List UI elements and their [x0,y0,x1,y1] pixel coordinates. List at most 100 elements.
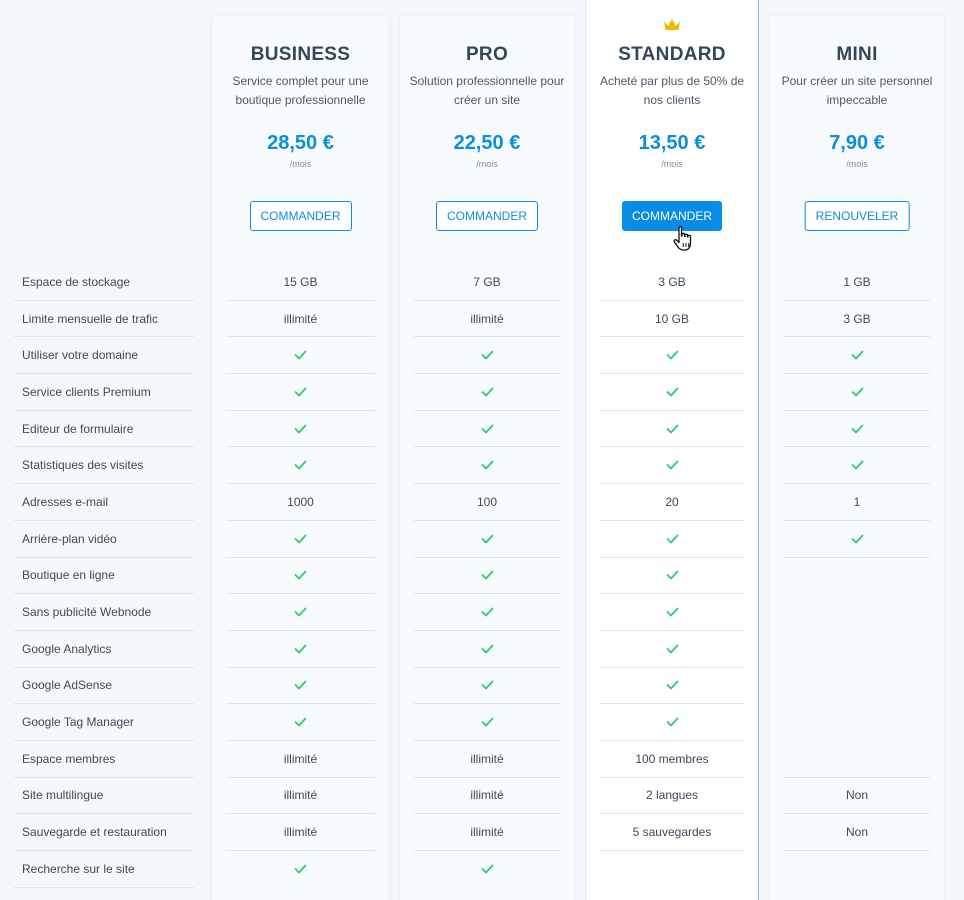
plan-cell: Non [784,814,930,851]
plan-cell: 10 GB [600,301,744,338]
plan-period: /mois [476,159,498,169]
plan-cell [226,594,375,631]
feature-label: Statistiques des visites [14,447,194,485]
plan-description: Service complet pour une boutique profes… [232,74,369,107]
plan-cell [414,447,560,485]
check-icon [851,534,863,544]
plan-cell [784,704,930,741]
feature-label: Adresses e-mail [14,484,194,521]
check-icon [294,864,307,874]
check-icon [851,424,863,433]
order-pro-button[interactable]: COMMANDER [436,201,538,231]
check-icon [666,350,678,360]
feature-label: Google AdSense [14,668,194,705]
plan-cell: illimité [226,741,375,778]
check-icon [294,607,307,617]
plan-cell [414,704,560,741]
check-icon [481,717,493,727]
plan-cell [784,668,930,705]
plan-cell: illimité [414,778,560,815]
check-icon [666,460,678,470]
plan-price: 28,50 € [267,132,334,154]
plan-cell [600,704,744,741]
check-icon [294,717,307,727]
plan-cell [784,631,930,668]
check-icon [481,681,493,690]
plan-business: BUSINESS Service complet pour une boutiq… [212,16,389,900]
check-icon [294,681,307,690]
plan-cell: 2 langues [600,778,744,815]
check-icon [294,644,307,654]
plan-cell: 20 [600,484,744,521]
feature-labels: Espace de stockage Limite mensuelle de tr… [14,264,194,888]
check-icon [294,460,307,470]
plan-description: Solution professionnelle pour créer un s… [409,74,565,107]
plan-cell [784,741,930,778]
check-icon [481,350,493,360]
order-standard-button[interactable]: COMMANDER [622,201,722,231]
plan-cell [784,337,930,375]
plan-cell [784,558,930,595]
check-icon [481,864,493,874]
plan-cell [600,337,744,375]
plan-mini: MINI Pour créer un site personnel impecc… [770,16,944,900]
plan-cell [784,521,930,558]
check-icon [481,424,493,433]
plan-cell: 7 GB [414,264,560,301]
check-icon [666,387,678,397]
order-business-button[interactable]: COMMANDER [249,201,352,231]
plan-period: /mois [289,159,312,169]
plan-cell [226,631,375,668]
plan-name: MINI [836,44,878,65]
renew-mini-button[interactable]: RENOUVELER [804,201,910,231]
plan-cell [226,411,375,448]
plan-cell [784,374,930,411]
plan-cell [784,851,930,888]
plan-pro: PRO Solution professionnelle pour créer … [400,16,574,900]
plan-cell [784,447,930,485]
plan-cell: 3 GB [600,264,744,301]
feature-label: Service clients Premium [14,374,194,411]
plan-cell: illimité [414,741,560,778]
check-icon [666,644,678,654]
plan-description: Acheté par plus de 50% de nos clients [599,74,745,107]
plan-cell [600,558,744,595]
feature-label: Recherche sur le site [14,851,194,888]
plan-name: STANDARD [618,44,726,65]
plan-cell [226,558,375,595]
feature-label: Limite mensuelle de trafic [14,301,194,338]
check-icon [666,534,678,544]
check-icon [294,534,307,544]
plan-cell: 1 [784,484,930,521]
plan-cell [600,594,744,631]
plan-cell: 1000 [226,484,375,521]
plan-cells: 1 GB 3 GB 1 Non Non [784,264,930,888]
plan-cells: 3 GB 10 GB 20 100 membres 2 langues 5 sauvega… [600,264,744,888]
plan-cells: 15 GB illimité 1000 illimité illimité illimit… [226,264,375,888]
plan-cell [600,631,744,668]
plan-cell [226,374,375,411]
crown-icon [664,19,680,30]
plan-cell [414,851,560,888]
plan-cell [226,337,375,375]
plan-cell [226,521,375,558]
check-icon [666,717,678,727]
check-icon [294,387,307,397]
plan-cell [226,668,375,705]
check-icon [481,387,493,397]
feature-label: Editeur de formulaire [14,411,194,448]
plan-period: /mois [661,159,683,169]
check-icon [666,681,678,690]
check-icon [294,570,307,580]
feature-label: Boutique en ligne [14,558,194,595]
check-icon [851,387,863,397]
plan-cell: illimité [226,301,375,338]
plan-cell: 15 GB [226,264,375,301]
feature-label: Google Analytics [14,631,194,668]
hand-cursor-icon [673,226,692,251]
plan-cell: illimité [414,814,560,851]
plan-cell: illimité [226,778,375,815]
plan-cell [600,411,744,448]
check-icon [666,570,678,580]
plan-cell [226,851,375,888]
